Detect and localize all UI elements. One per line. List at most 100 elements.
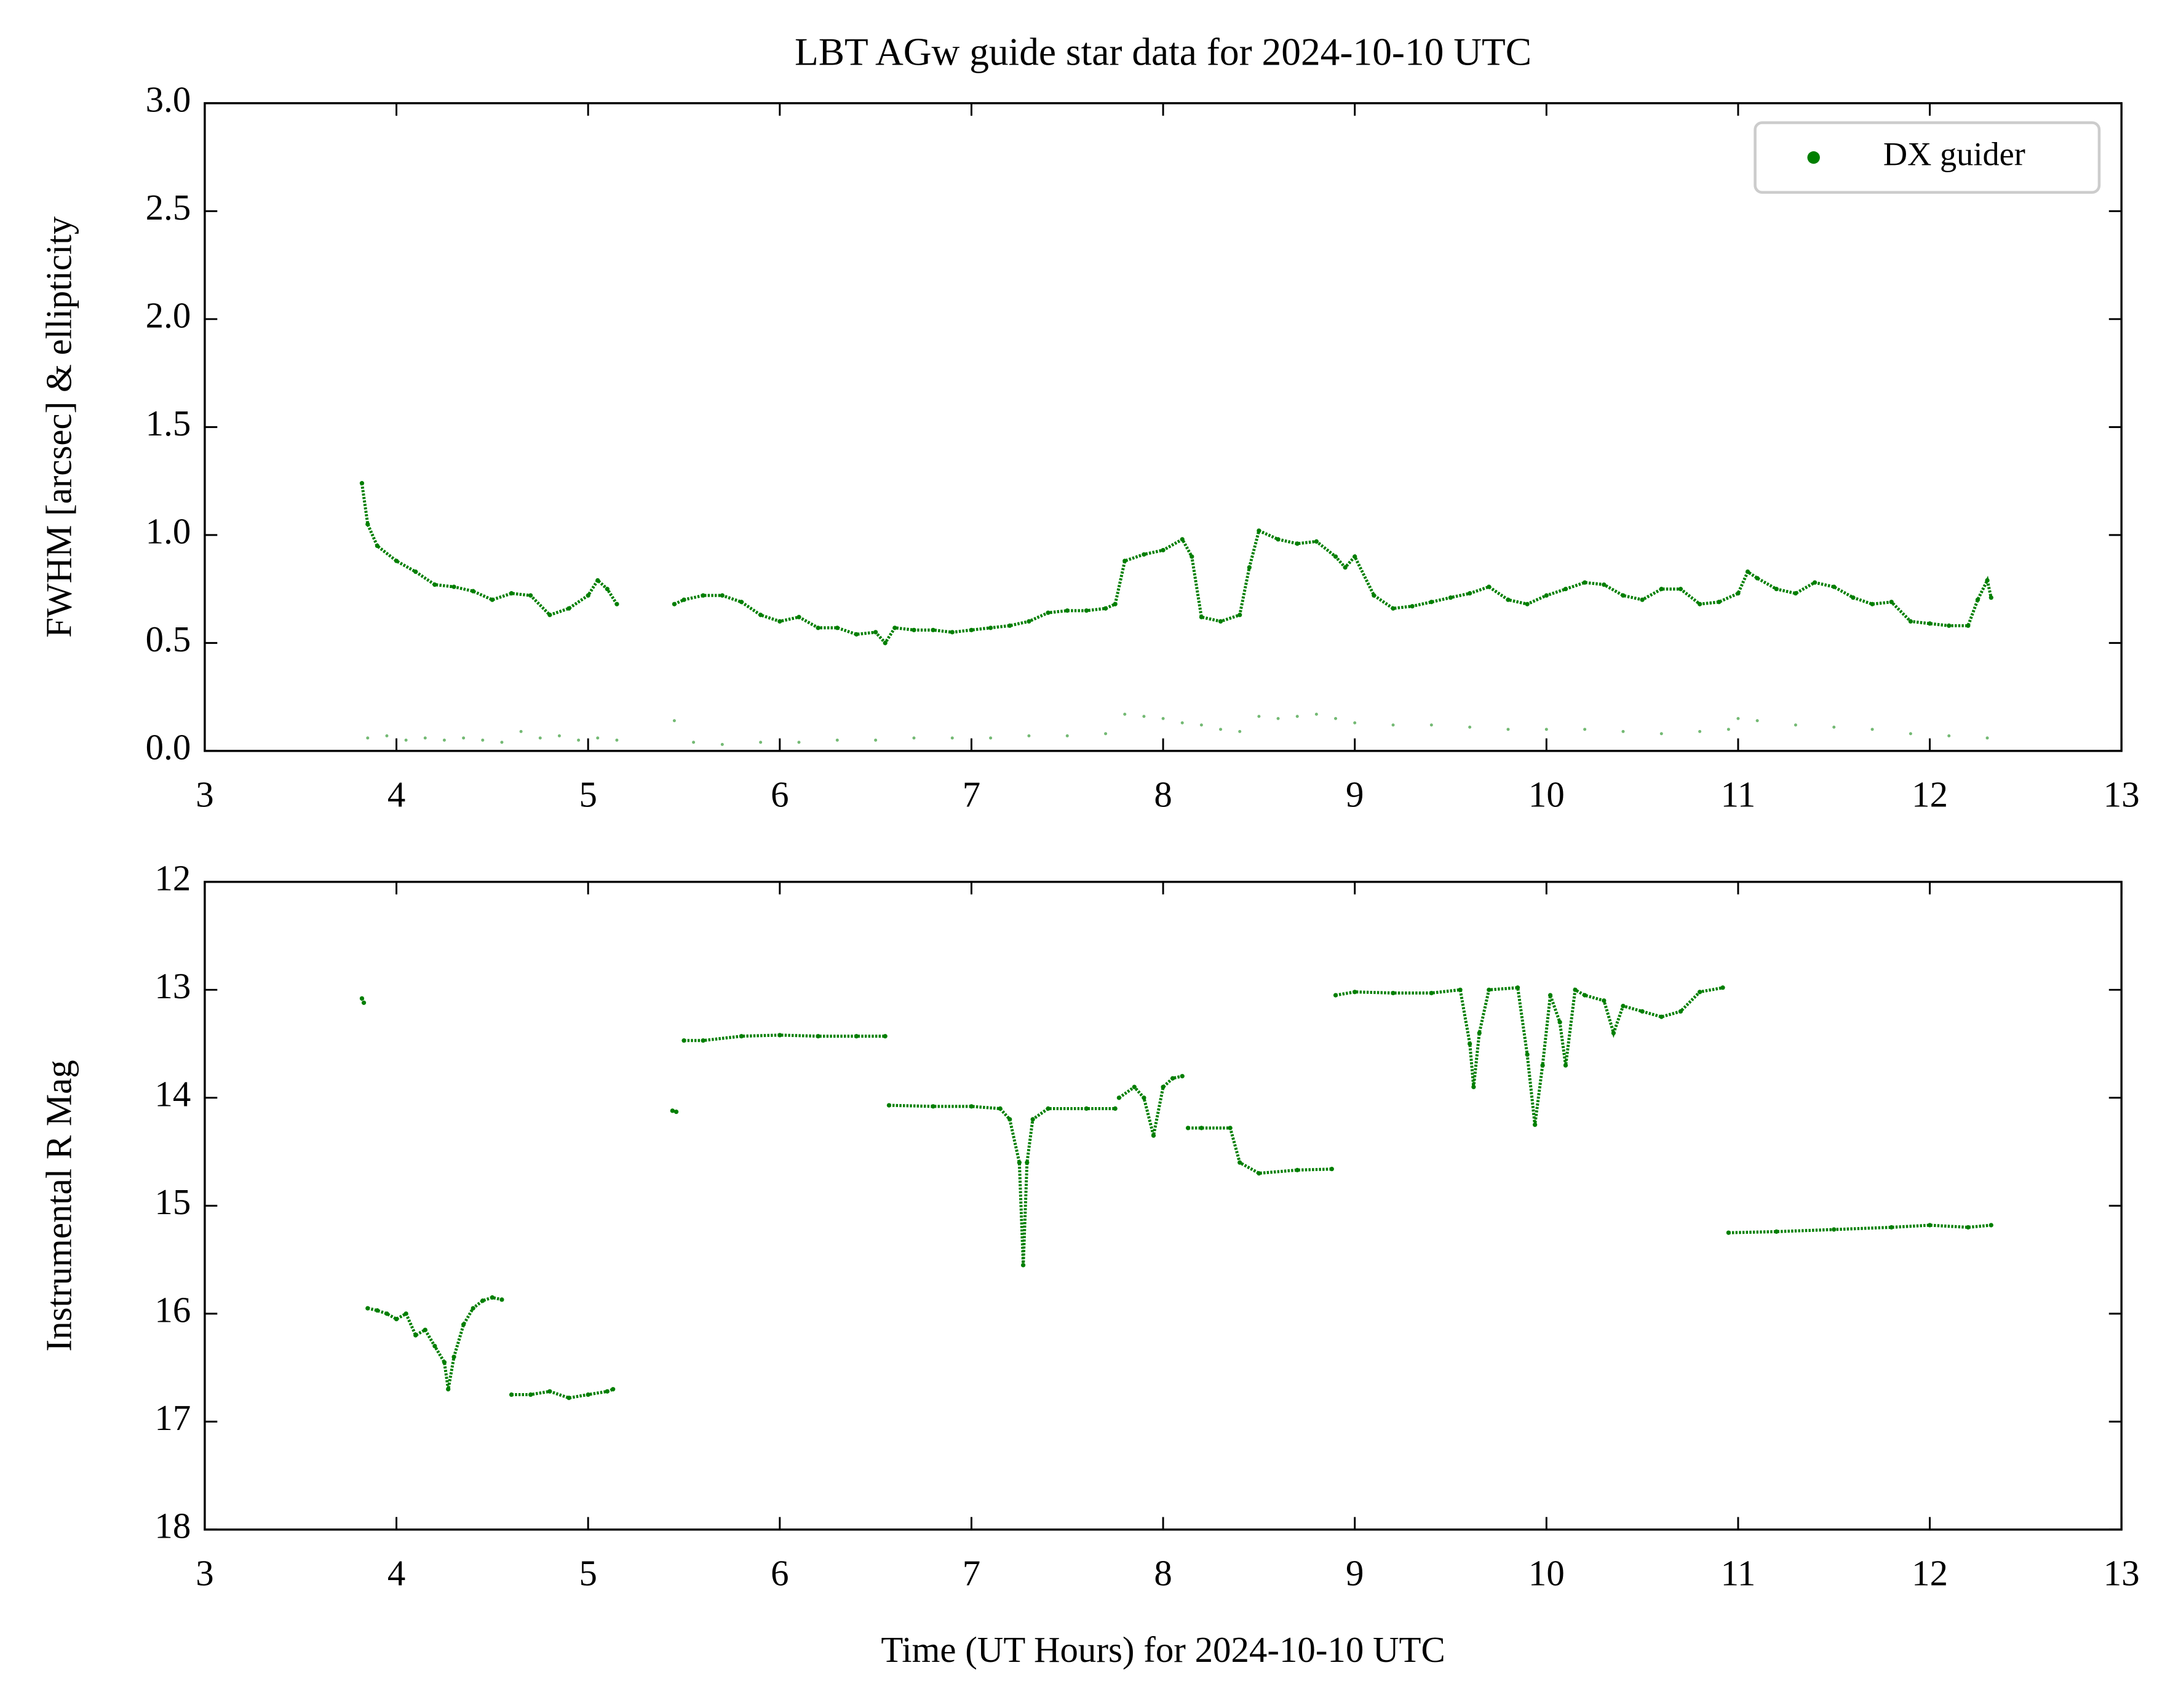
- data-point: [1487, 987, 1492, 992]
- data-point: [499, 1297, 504, 1302]
- data-point: [1583, 728, 1587, 731]
- data-point: [1468, 725, 1472, 729]
- data-point: [1237, 1160, 1242, 1165]
- y-tick-label: 1.5: [146, 403, 191, 443]
- data-point: [1113, 602, 1118, 606]
- data-point: [1985, 736, 1989, 740]
- data-point: [1065, 734, 1069, 737]
- x-tick-label: 4: [387, 1553, 405, 1593]
- data-point: [605, 1389, 610, 1394]
- data-point: [1525, 1052, 1530, 1057]
- data-point: [681, 1038, 686, 1043]
- data-point: [1563, 587, 1568, 592]
- data-point: [1659, 587, 1664, 592]
- y-tick-label: 13: [154, 966, 191, 1006]
- data-point: [1851, 595, 1856, 600]
- data-point: [1909, 732, 1912, 736]
- data-point: [1372, 593, 1376, 598]
- data-point: [854, 1034, 859, 1039]
- data-point: [1525, 602, 1530, 606]
- data-point: [1185, 1126, 1191, 1130]
- data-point: [359, 996, 365, 1001]
- data-point: [413, 569, 418, 574]
- data-point: [1116, 1095, 1122, 1100]
- data-point: [471, 589, 475, 594]
- data-point: [886, 1103, 892, 1108]
- data-point: [1218, 619, 1223, 624]
- data-point: [816, 1034, 820, 1039]
- data-point: [739, 600, 744, 605]
- data-point: [615, 738, 619, 742]
- data-point: [1391, 990, 1396, 996]
- data-point: [1295, 541, 1300, 546]
- data-point: [404, 738, 408, 742]
- data-point: [611, 1387, 616, 1392]
- x-tick-label: 8: [1154, 1553, 1172, 1593]
- data-point: [1007, 623, 1012, 628]
- x-tick-label: 11: [1721, 774, 1756, 814]
- data-point: [1046, 1106, 1051, 1111]
- data-point: [1611, 1030, 1616, 1036]
- data-point: [720, 593, 725, 598]
- data-point: [969, 627, 974, 632]
- data-point: [509, 591, 514, 596]
- data-point: [442, 738, 446, 742]
- y-tick-label: 2.0: [146, 295, 191, 335]
- data-point: [950, 630, 955, 635]
- data-point: [1257, 1171, 1261, 1176]
- data-point: [989, 736, 993, 740]
- data-point: [586, 1392, 590, 1397]
- data-point: [375, 543, 380, 549]
- data-point: [1228, 1126, 1233, 1130]
- data-point: [1697, 602, 1702, 606]
- data-point: [1557, 1020, 1562, 1025]
- data-point: [1180, 1074, 1185, 1079]
- x-tick-label: 5: [579, 1553, 597, 1593]
- data-point: [1870, 728, 1874, 731]
- data-point: [1353, 721, 1357, 725]
- data-point: [614, 602, 619, 606]
- data-point: [519, 729, 523, 733]
- data-point: [1123, 712, 1127, 716]
- data-point: [1621, 1004, 1626, 1009]
- data-point: [816, 626, 820, 630]
- data-point: [1020, 1263, 1026, 1268]
- data-point: [1065, 608, 1070, 613]
- data-point: [797, 741, 801, 744]
- data-point: [1142, 715, 1146, 718]
- data-point: [1180, 537, 1185, 542]
- x-tick-label: 8: [1154, 774, 1172, 814]
- data-point: [1468, 591, 1472, 596]
- data-point: [1745, 569, 1750, 574]
- data-point: [1103, 606, 1108, 611]
- data-point: [1170, 1076, 1175, 1081]
- y-tick-label: 0.0: [146, 727, 191, 767]
- data-point: [1391, 606, 1396, 611]
- data-point: [1515, 985, 1520, 990]
- data-point: [375, 1308, 380, 1313]
- x-tick-label: 3: [196, 1553, 213, 1593]
- data-point: [1429, 600, 1434, 605]
- y-axis-label: FWHM [arcsec] & ellipticity: [39, 216, 79, 638]
- data-point: [462, 736, 466, 740]
- data-point: [1573, 987, 1578, 992]
- data-point: [1161, 547, 1166, 553]
- data-point: [1329, 1167, 1334, 1172]
- data-point: [1755, 576, 1760, 581]
- y-tick-label: 16: [154, 1290, 191, 1330]
- data-point: [1295, 1167, 1300, 1173]
- y-tick-label: 0.5: [146, 619, 191, 659]
- data-point: [451, 1354, 456, 1359]
- data-point: [1870, 602, 1875, 606]
- data-point: [1030, 1117, 1035, 1122]
- x-tick-label: 9: [1346, 774, 1364, 814]
- data-point: [403, 1311, 408, 1316]
- data-point: [1276, 717, 1280, 720]
- data-point: [854, 632, 859, 637]
- data-point: [1889, 1225, 1894, 1230]
- y-tick-label: 2.5: [146, 188, 191, 228]
- y-axis-label: Instrumental R Mag: [39, 1060, 79, 1351]
- data-point: [1506, 597, 1511, 602]
- data-point: [1678, 587, 1683, 592]
- data-point: [500, 741, 504, 744]
